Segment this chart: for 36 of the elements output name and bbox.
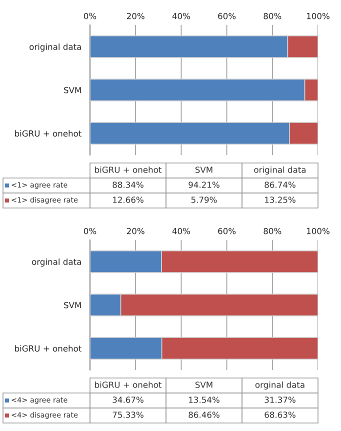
x-tick-label: 40% xyxy=(172,228,190,234)
text: 94.21% xyxy=(188,182,220,188)
category-label: SVM xyxy=(195,382,212,388)
x-tick-label: 40% xyxy=(172,12,190,20)
x-tick-label: 100% xyxy=(307,228,330,234)
text: 34.67% xyxy=(112,396,144,403)
text: 88.34% xyxy=(112,182,144,188)
y-tick-label: biGRU + onehot xyxy=(15,345,82,352)
x-tick-label: 100% xyxy=(307,12,330,20)
text: 68.63% xyxy=(264,412,296,418)
text: 86.74% xyxy=(264,182,296,188)
x-tick-label: 80% xyxy=(264,12,282,20)
text: 13.54% xyxy=(189,396,220,403)
x-tick-label: 0% xyxy=(84,12,96,20)
x-tick-label: 0% xyxy=(84,228,96,234)
text: 5.79% xyxy=(191,196,217,203)
x-tick-label: 20% xyxy=(126,12,144,20)
y-tick-label: orginal data xyxy=(32,258,81,267)
category-label: biGRU + onehot xyxy=(95,166,162,173)
category-label: orginal data xyxy=(255,381,304,390)
x-tick-label: 20% xyxy=(126,228,144,234)
text: 13.25% xyxy=(265,196,296,203)
x-tick-label: 60% xyxy=(218,228,236,234)
category-label: original data xyxy=(254,166,306,175)
y-tick-label: original data xyxy=(30,44,81,52)
text: 86.46% xyxy=(188,412,220,418)
text: 31.37% xyxy=(264,396,296,403)
category-label: SVM xyxy=(195,166,212,173)
x-tick-label: 60% xyxy=(218,12,236,20)
text: 12.66% xyxy=(113,196,144,203)
category-label: biGRU + onehot xyxy=(95,381,162,388)
x-tick-label: 80% xyxy=(264,228,282,234)
text: 75.33% xyxy=(112,412,144,418)
y-tick-label: biGRU + onehot xyxy=(15,130,82,137)
y-tick-label: SVM xyxy=(64,302,81,308)
y-tick-label: SVM xyxy=(64,86,81,94)
